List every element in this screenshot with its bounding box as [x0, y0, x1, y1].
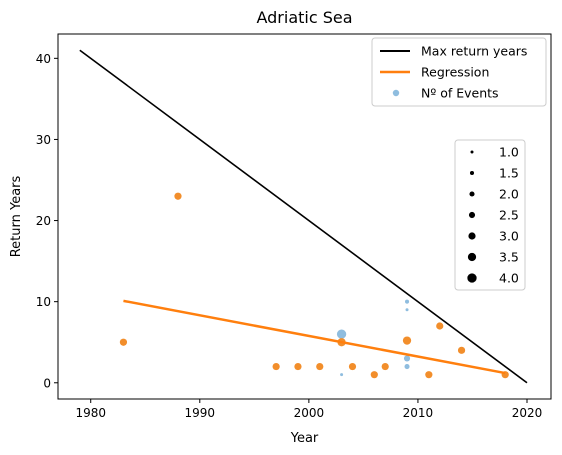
size-legend-marker	[469, 191, 475, 197]
observation-point	[381, 362, 389, 371]
size-legend-label: 2.5	[499, 208, 519, 223]
event-point	[336, 329, 347, 339]
plot-area	[79, 49, 528, 384]
event-point	[403, 355, 411, 362]
y-tick-label: 10	[36, 295, 51, 309]
observation-point	[370, 371, 378, 379]
size-legend-label: 2.0	[499, 187, 519, 202]
observation-point	[457, 346, 466, 354]
observation-point	[348, 362, 357, 371]
size-legend-marker	[467, 273, 477, 283]
size-legend-marker	[467, 252, 477, 262]
y-axis-label: Return Years	[9, 175, 24, 257]
observation-point	[436, 322, 444, 330]
y-tick-label: 40	[36, 52, 51, 66]
chart-title: Adriatic Sea	[256, 8, 352, 27]
observation-point	[119, 338, 128, 346]
y-tick-label: 0	[43, 376, 51, 390]
size-legend-label: 1.0	[499, 145, 519, 160]
x-tick-label: 1990	[185, 406, 216, 420]
size-legend-marker	[470, 150, 474, 154]
x-axis-label: Year	[290, 431, 319, 446]
event-point	[405, 308, 409, 312]
size-legend-items: 1.0 1.5 2.0 2.5 3.0 3.5 4.0	[467, 145, 519, 286]
y-tick-label: 30	[36, 133, 51, 147]
size-legend-label: 1.5	[499, 166, 519, 181]
max-return-line	[79, 49, 528, 384]
x-axis: 1980 1990 2000 2010 2020	[75, 399, 542, 420]
observation-point	[425, 371, 433, 379]
legend-label-max-return: Max return years	[421, 44, 527, 59]
observation-point	[402, 336, 412, 345]
observation-point	[316, 362, 324, 371]
x-tick-label: 2000	[294, 406, 325, 420]
y-tick-label: 20	[36, 214, 51, 228]
legend-swatch-events	[392, 89, 400, 97]
observation-point	[272, 362, 280, 371]
observation-point	[174, 192, 182, 200]
event-point	[405, 299, 410, 304]
x-tick-label: 2020	[512, 406, 543, 420]
x-tick-label: 2010	[403, 406, 434, 420]
legend: Max return years Regression Nº of Events	[371, 37, 547, 107]
x-tick-label: 1980	[75, 406, 106, 420]
observation-point	[294, 362, 302, 371]
y-axis: 0 10 20 30 40	[36, 52, 58, 390]
size-legend-label: 3.5	[499, 250, 519, 265]
size-legend-marker	[469, 170, 475, 176]
regression-line	[123, 299, 506, 375]
size-legend-marker	[468, 232, 476, 240]
event-point	[404, 364, 410, 370]
legend-label-events: Nº of Events	[421, 86, 499, 101]
size-legend: 1.0 1.5 2.0 2.5 3.0 3.5 4.0	[454, 139, 526, 291]
size-legend-marker	[468, 211, 476, 219]
legend-box	[371, 37, 547, 107]
size-legend-label: 4.0	[499, 271, 519, 286]
legend-label-regression: Regression	[421, 65, 489, 80]
event-point	[340, 373, 344, 377]
size-legend-label: 3.0	[499, 229, 519, 244]
axes-frame	[57, 33, 552, 400]
size-legend-box	[454, 139, 526, 291]
